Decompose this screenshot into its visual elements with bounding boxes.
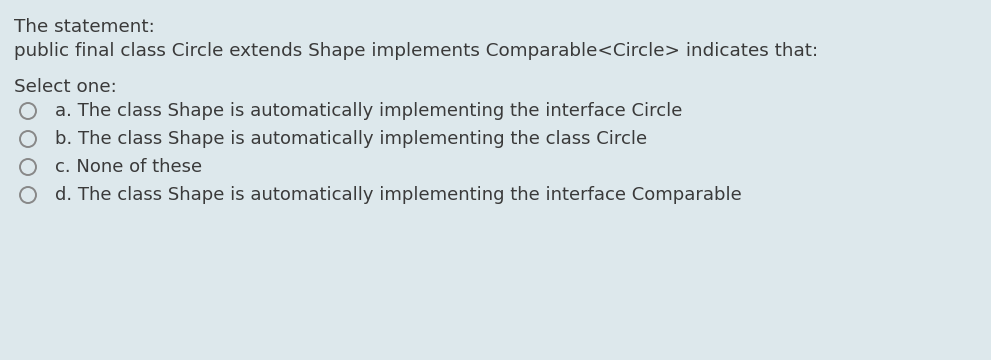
- Text: b. The class Shape is automatically implementing the class Circle: b. The class Shape is automatically impl…: [55, 130, 647, 148]
- Text: Select one:: Select one:: [14, 78, 117, 96]
- Text: d. The class Shape is automatically implementing the interface Comparable: d. The class Shape is automatically impl…: [55, 186, 741, 204]
- Text: public final class Circle extends Shape implements Comparable<Circle> indicates : public final class Circle extends Shape …: [14, 42, 819, 60]
- Text: c. None of these: c. None of these: [55, 158, 202, 176]
- Text: The statement:: The statement:: [14, 18, 155, 36]
- Text: a. The class Shape is automatically implementing the interface Circle: a. The class Shape is automatically impl…: [55, 102, 683, 120]
